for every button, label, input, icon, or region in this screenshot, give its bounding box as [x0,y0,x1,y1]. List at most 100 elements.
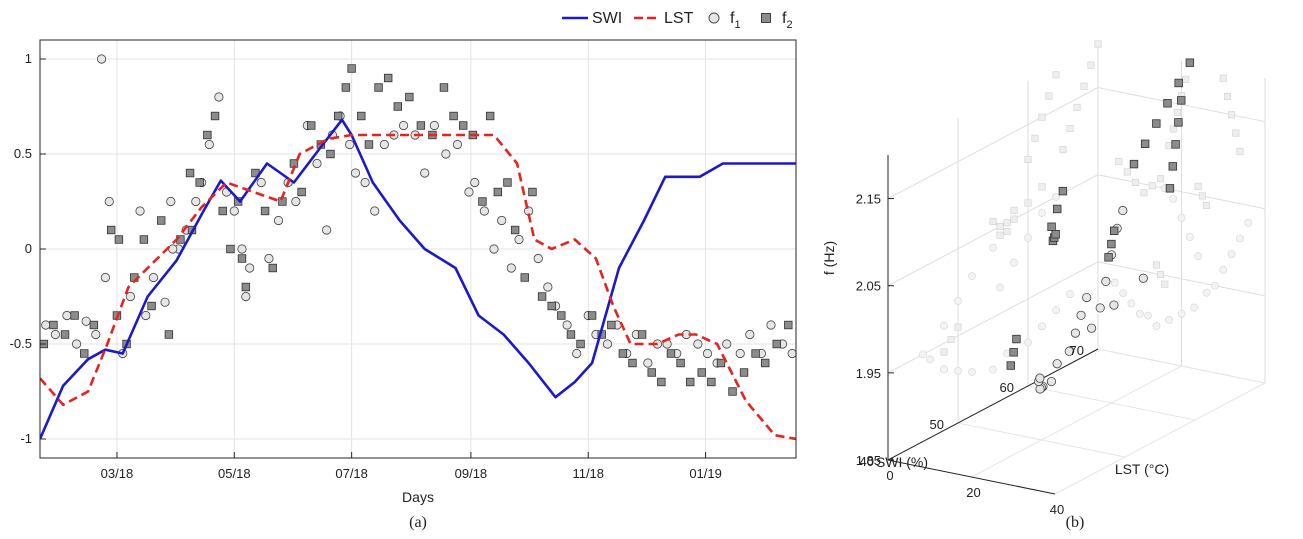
projected-point [1152,261,1160,269]
f1-point [602,339,613,349]
projected-point [1161,280,1169,288]
f2-3d-point [1177,96,1186,105]
f1-point [204,139,214,150]
f1-point [160,297,170,307]
y-tick-label: -1 [20,431,32,446]
floor-grid-line [971,365,1182,478]
projected-point [1038,183,1046,191]
f1-point [256,177,266,188]
f2-3d-point [1140,139,1150,149]
f2-point [697,368,706,377]
f1-3d-point [1035,373,1045,383]
f1-point [370,206,380,216]
f2-point [268,263,277,273]
f1-3d-point [1070,328,1081,338]
projected-point [1165,142,1173,150]
f2-3d-point [1006,361,1015,370]
f1-point [345,139,355,150]
projected-point [1219,74,1227,82]
f2-point [520,273,529,282]
f2-3d-point [1129,159,1139,169]
f1-point [135,206,145,216]
projected-point [1123,168,1131,176]
f1-point [643,358,653,368]
f1-point [141,310,151,321]
projected-point [1038,209,1046,217]
projected-point [954,297,962,305]
legend-lst-label: LST [664,10,694,27]
f1-point [506,263,516,273]
f1-3d-point [1095,303,1105,313]
f2-point [405,92,414,102]
f2-point [70,311,79,320]
f1-point [693,339,703,349]
f1-point [533,253,543,264]
f1-point [312,158,322,169]
f1-point [229,206,239,216]
f2-point [393,102,403,111]
lst-line [40,133,796,441]
f1-point [168,244,178,254]
f1-3d-point [1109,300,1119,310]
panel-b-points [1006,58,1195,394]
f2-point [203,130,212,140]
x-tick-label: 07/18 [335,466,368,481]
f1-point [702,348,713,359]
f2-point [195,178,204,187]
f1-point [562,320,572,330]
f2-point [459,121,468,130]
f1-3d-point [1035,384,1045,394]
f2-point [106,225,116,235]
x-tick-label: 01/19 [689,466,722,481]
z-tick-label: 1.85 [856,453,881,468]
f1-3d-point [1064,346,1074,356]
projected-point [1135,310,1144,318]
f2-point [357,111,366,121]
projected-point [940,365,948,374]
y-tick-label: -0.5 [10,336,32,351]
projected-point [926,355,934,364]
f2-point [772,339,781,349]
panel-a-caption: (a) [409,514,427,531]
f2-point [49,320,58,330]
f1-point [148,272,159,283]
f1-point [514,234,524,245]
f2-point [156,216,166,225]
f1-point [96,54,107,64]
projected-point [996,231,1004,239]
f1-point [91,329,101,340]
f2-point [260,206,270,216]
projected-point [1010,206,1018,214]
f2-3d-point [1058,186,1068,196]
floor-grid-line [957,422,1126,458]
projected-point [1244,218,1253,227]
projected-point [1152,322,1161,330]
f2-3d-point [1047,222,1056,231]
f1-point [766,320,776,330]
f1-point [50,329,60,340]
f1-point [125,291,136,302]
f2-point [241,282,251,292]
projected-point [1110,278,1119,287]
projected-point [1087,61,1095,69]
f1-point [572,348,582,359]
x-tick-label: 09/18 [455,466,488,481]
f2-point [761,358,770,368]
projected-point [1024,233,1032,242]
legend-f1-label: f1 [730,10,741,31]
projected-point [1211,281,1219,290]
projected-point [1073,103,1081,111]
projected-point [947,336,955,344]
projected-point [968,272,976,281]
projected-point [919,350,927,359]
f2-point [739,368,749,377]
projected-point [1115,158,1123,166]
projected-point [1038,322,1046,331]
z-tick-label: 1.95 [856,366,881,381]
f1-point [191,196,201,207]
f2-3d-point [1009,348,1018,357]
f2-point [449,111,458,121]
f2-point [185,168,195,178]
f2-point [537,292,547,301]
f1-point [214,92,224,102]
